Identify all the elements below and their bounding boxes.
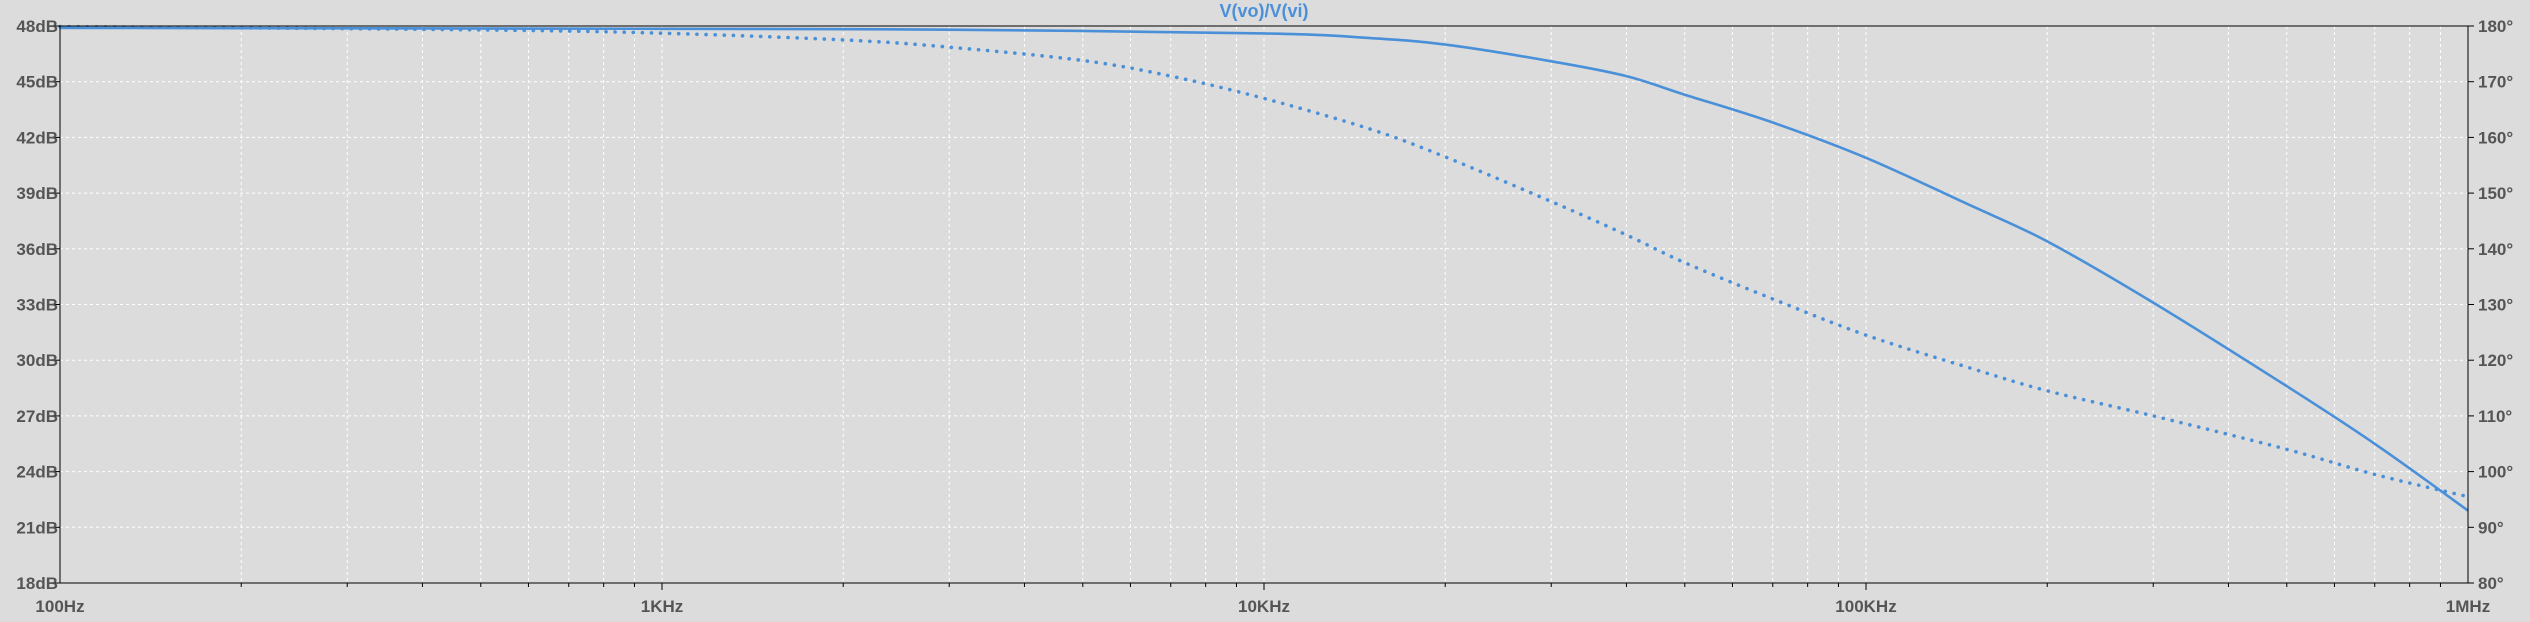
y-right-tick-label: 130°	[2478, 296, 2513, 315]
y-right-tick-label: 110°	[2478, 407, 2512, 426]
y-right-tick-label: 150°	[2478, 184, 2513, 203]
phase-curve[interactable]	[58, 24, 2470, 499]
y-left-tick-label: 36dB	[16, 240, 58, 259]
y-right-tick-label: 90°	[2478, 518, 2504, 537]
x-tick-label: 1KHz	[641, 597, 684, 616]
magnitude-curve[interactable]	[59, 26, 2469, 512]
y-left-tick-label: 18dB	[16, 574, 58, 593]
y-right-tick-label: 120°	[2478, 351, 2513, 370]
y-left-tick-label: 33dB	[16, 296, 58, 315]
y-left-tick-label: 30dB	[16, 351, 58, 370]
y-right-tick-label: 140°	[2478, 240, 2513, 259]
x-tick-label: 100KHz	[1835, 597, 1896, 616]
y-right-tick-label: 170°	[2478, 73, 2513, 92]
y-left-tick-label: 45dB	[16, 73, 58, 92]
y-left-tick-label: 21dB	[16, 518, 58, 537]
y-left-tick-label: 48dB	[16, 17, 58, 36]
y-left-tick-label: 42dB	[16, 128, 58, 147]
y-right-tick-label: 160°	[2478, 128, 2513, 147]
y-left-tick-label: 27dB	[16, 407, 58, 426]
y-right-tick-label: 100°	[2478, 463, 2513, 482]
x-tick-label: 100Hz	[35, 597, 84, 616]
y-right-tick-label: 180°	[2478, 17, 2513, 36]
tick-marks	[54, 25, 2474, 590]
grid	[60, 26, 2468, 583]
y-right-tick-label: 80°	[2478, 574, 2504, 593]
series-layer	[58, 24, 2470, 512]
y-left-tick-label: 39dB	[16, 184, 58, 203]
y-left-tick-label: 24dB	[16, 463, 58, 482]
chart-title[interactable]: V(vo)/V(vi)	[1219, 1, 1308, 21]
x-tick-label: 1MHz	[2446, 597, 2490, 616]
x-tick-label: 10KHz	[1238, 597, 1290, 616]
tick-labels: 100Hz 1KHz 10KHz 100KHz 1MHz 48dB 45dB 42dB 39dB…	[16, 17, 2513, 616]
